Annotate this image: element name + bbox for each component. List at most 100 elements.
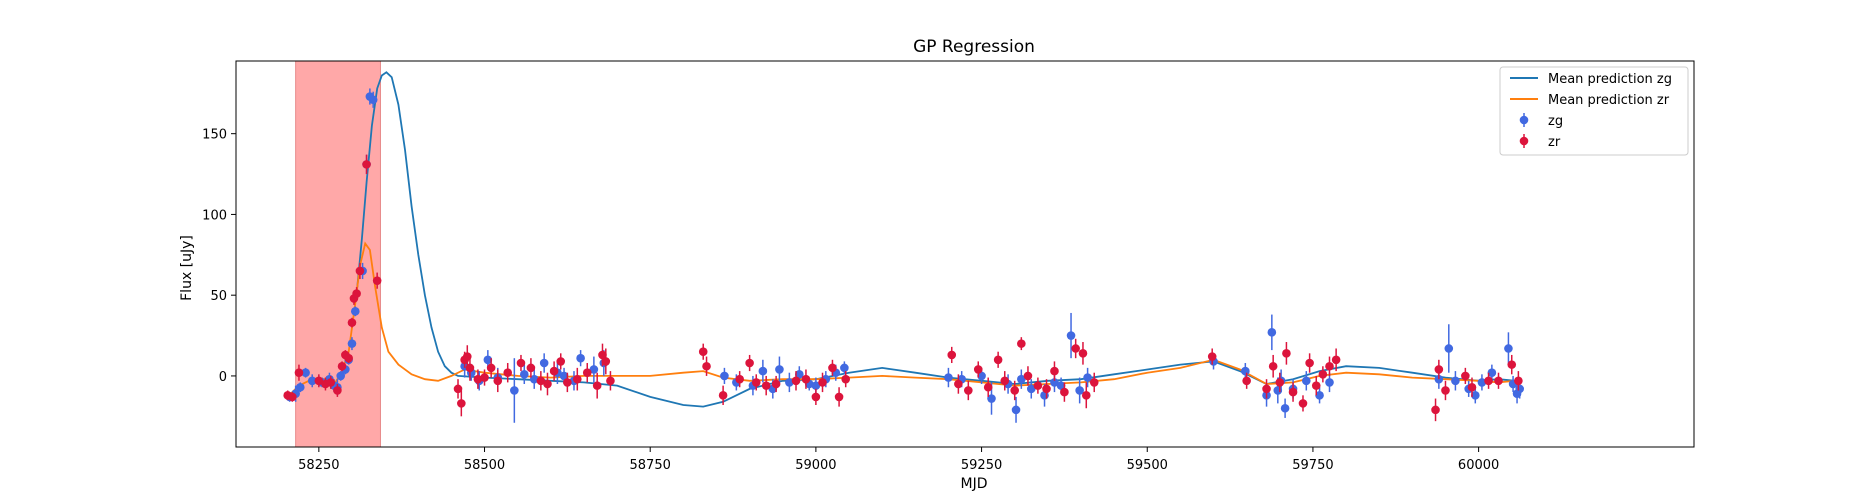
data-point (811, 381, 821, 390)
y-tick-label: 50 (210, 289, 227, 304)
data-point (606, 376, 615, 386)
data-point (1075, 386, 1084, 395)
data-point (1504, 344, 1513, 353)
legend-label: Mean prediction zg (1548, 72, 1672, 87)
data-point (1451, 376, 1460, 386)
data-point (576, 353, 585, 363)
data-point (556, 357, 566, 366)
plot-frame (235, 60, 1695, 448)
data-point (582, 368, 592, 378)
data-point (465, 363, 475, 373)
x-tick-label: 58500 (464, 458, 505, 473)
data-point (543, 379, 552, 389)
y-tick-label: 100 (202, 208, 227, 223)
data-point (735, 374, 744, 384)
data-point (288, 392, 297, 402)
x-tick-label: 59750 (1292, 458, 1333, 473)
data-point (745, 358, 754, 368)
data-point (1242, 376, 1251, 386)
data-point (1305, 358, 1314, 368)
data-point (1050, 366, 1059, 376)
data-point (1268, 361, 1278, 371)
data-point (1000, 376, 1010, 386)
legend-box (1499, 66, 1689, 156)
data-point (355, 266, 365, 276)
data-point (1033, 381, 1043, 390)
data-point (598, 350, 607, 360)
x-tick-label: 59500 (1127, 458, 1168, 473)
data-point (834, 392, 844, 402)
x-tick-label: 58250 (298, 458, 339, 473)
data-point (1282, 349, 1291, 358)
data-point (368, 95, 378, 105)
data-point (519, 370, 529, 379)
data-point (964, 386, 973, 395)
data-point (702, 361, 711, 371)
data-point (1010, 386, 1020, 395)
data-point (362, 160, 371, 169)
data-point (1325, 378, 1334, 387)
data-point (549, 366, 559, 376)
series-zg (285, 88, 1525, 423)
data-point (1494, 376, 1503, 386)
data-point (954, 379, 963, 389)
mean-line-zg (356, 71, 1516, 408)
data-point (947, 350, 957, 360)
data-point (1060, 387, 1069, 397)
legend-label: zg (1548, 114, 1563, 129)
data-point (326, 378, 336, 387)
data-point (333, 386, 342, 395)
data-point (510, 386, 519, 395)
data-point (314, 376, 324, 386)
data-point (1089, 378, 1099, 387)
data-point (1071, 344, 1080, 353)
data-point (539, 358, 549, 368)
data-point (1081, 391, 1091, 400)
data-point (1484, 376, 1493, 386)
data-point (944, 373, 953, 382)
data-point (350, 307, 360, 316)
data-point (1477, 378, 1487, 387)
data-point (536, 376, 546, 386)
legend-label: Mean prediction zr (1548, 93, 1670, 108)
data-point (1050, 378, 1059, 387)
data-point (493, 376, 503, 386)
y-tick-label: 150 (202, 128, 227, 143)
data-point (1507, 360, 1517, 369)
data-point (1280, 403, 1290, 413)
data-point (1241, 366, 1250, 376)
data-point (828, 363, 837, 373)
data-point (771, 379, 781, 389)
data-point (295, 382, 305, 392)
data-point (473, 374, 483, 384)
x-tick-label: 59250 (961, 458, 1002, 473)
data-point (1011, 405, 1021, 415)
data-point (1441, 386, 1450, 395)
data-point (841, 374, 851, 384)
data-point (1471, 391, 1480, 400)
y-axis: 0 50 100 150 (202, 128, 236, 385)
data-point (1017, 339, 1026, 348)
data-point (337, 361, 347, 371)
data-point (483, 355, 493, 365)
data-point (751, 378, 761, 387)
chart-title: GP Regression (913, 37, 1035, 57)
data-point (347, 339, 357, 348)
data-point (1056, 381, 1066, 390)
data-point (1288, 387, 1298, 397)
x-axis: 58250 58500 58750 59000 59250 59500 59750 60000 (298, 447, 1499, 473)
data-point (775, 365, 784, 374)
data-point (526, 363, 536, 373)
data-point (1207, 352, 1217, 361)
y-axis-label: Flux [uJy] (179, 235, 195, 301)
series-zr (283, 154, 1523, 422)
data-point (1431, 405, 1440, 415)
data-point (1318, 370, 1328, 379)
plot-area (283, 61, 1525, 447)
data-point (589, 365, 599, 374)
x-tick-label: 59000 (795, 458, 836, 473)
data-point (791, 376, 801, 386)
data-point (785, 378, 794, 387)
data-point (993, 355, 1003, 365)
data-point (718, 391, 728, 400)
